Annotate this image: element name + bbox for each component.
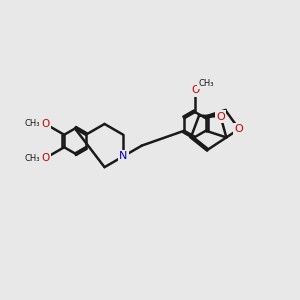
Text: O: O [41, 153, 50, 163]
Text: O: O [191, 85, 199, 95]
Text: O: O [41, 119, 50, 129]
Text: N: N [119, 152, 128, 161]
Text: CH₃: CH₃ [25, 154, 40, 163]
Text: O: O [216, 112, 225, 122]
Text: O: O [235, 124, 243, 134]
Text: CH₃: CH₃ [25, 119, 40, 128]
Text: CH₃: CH₃ [199, 80, 214, 88]
